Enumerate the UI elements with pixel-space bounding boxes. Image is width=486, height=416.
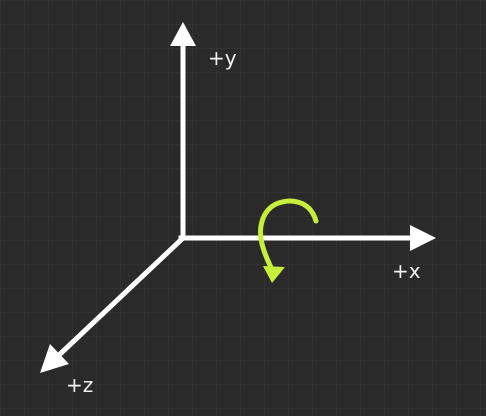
x-axis-arrowhead: [410, 225, 436, 251]
rotation-arc: [258, 198, 319, 275]
z-axis-line: [55, 235, 186, 359]
y-axis-label: +y: [208, 46, 237, 70]
z-axis-label: +z: [66, 373, 94, 397]
y-axis: [170, 22, 196, 241]
x-axis-label: +x: [392, 259, 421, 283]
curved-arrow-icon: [258, 198, 319, 283]
rotation-arrowhead: [263, 266, 285, 283]
z-axis-arrowhead: [40, 344, 69, 373]
z-axis: [40, 235, 186, 373]
y-axis-arrowhead: [170, 22, 196, 46]
x-axis: [178, 225, 436, 251]
